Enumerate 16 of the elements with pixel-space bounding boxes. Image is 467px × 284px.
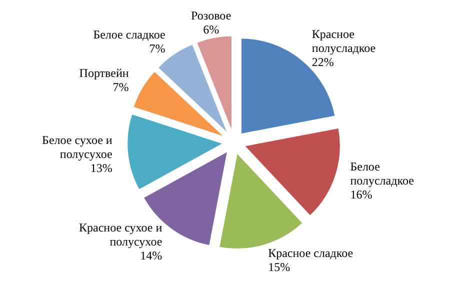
data-label: 13% [90,161,112,176]
slice-label: Розовое [191,8,232,22]
data-label: 7% [112,80,129,94]
slice-label: Красное сладкое [268,246,354,260]
slice-label: Белое полусладкое [350,159,414,188]
data-label: 15% [268,260,290,274]
data-label: 7% [149,41,166,56]
slice-label: Красное сухое и полусухое [79,220,163,248]
data-label: 16% [350,187,372,202]
slice-label: Портвейн [79,66,130,80]
data-label: 22% [312,55,334,70]
data-label: 6% [203,22,220,36]
data-label: 14% [140,248,162,262]
slice-label: Белое сладкое [93,27,166,42]
slice-label: Красное полусладкое [312,27,376,56]
slice-label: Белое сухое и полусухое [42,133,113,162]
